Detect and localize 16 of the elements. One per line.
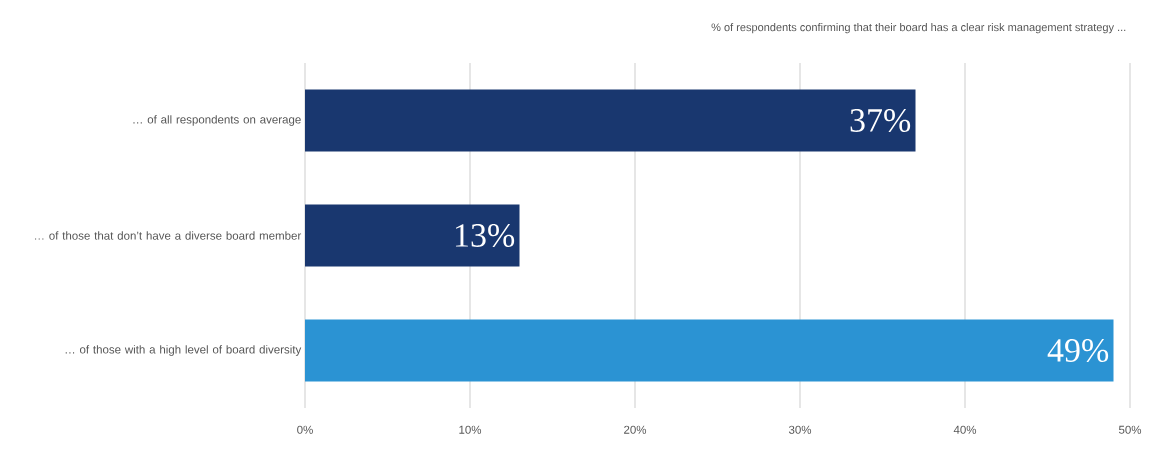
bar (305, 319, 1114, 382)
x-tick-label: 40% (953, 425, 977, 434)
y-tick-label: … of all respondents on average (133, 115, 301, 126)
data-label: 49% (1047, 338, 1109, 363)
bar (305, 204, 520, 267)
x-tick-label: 30% (788, 425, 812, 434)
data-label: 13% (455, 223, 515, 248)
x-tick-label: 0% (297, 425, 313, 434)
data-label: 37% (850, 108, 911, 133)
x-tick-label: 10% (459, 425, 482, 434)
x-tick-label: 50% (1118, 425, 1142, 434)
chart-title: % of respondents confirming that their board has a clear risk management strategy ... (711, 23, 1126, 34)
y-tick-label: … of those with a high level of board diversity (65, 345, 302, 356)
x-tick-label: 20% (624, 425, 647, 434)
bar (305, 89, 916, 152)
y-tick-label: … of those that don’t have a diverse board member (35, 231, 302, 240)
